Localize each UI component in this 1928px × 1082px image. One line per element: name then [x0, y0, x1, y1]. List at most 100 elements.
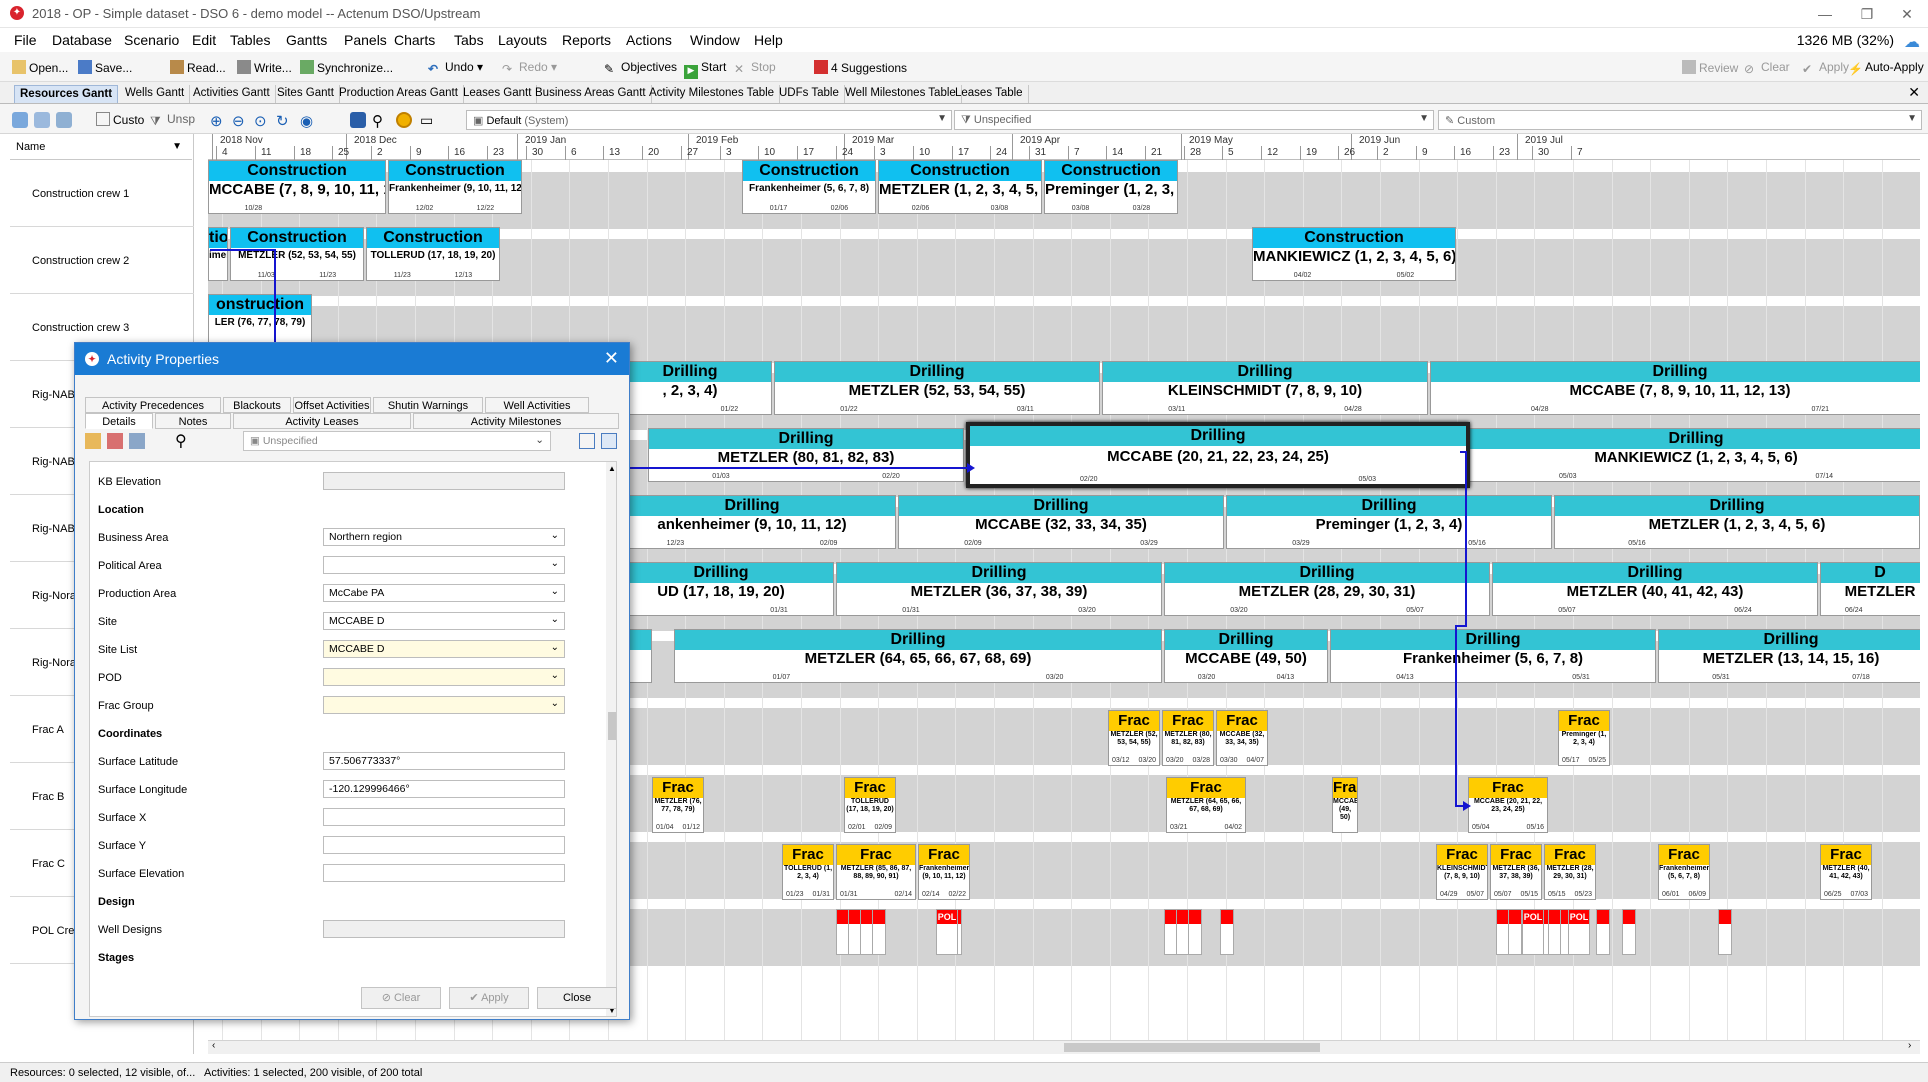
save-button[interactable]: Save...	[78, 60, 132, 75]
surface-y-field[interactable]	[323, 836, 565, 854]
frac-activity[interactable]: Frac METZLER (36, 37, 38, 39) 05/07 05/15	[1490, 844, 1542, 900]
kb-elevation-field[interactable]	[323, 472, 565, 490]
scroll-left-icon[interactable]: ‹	[212, 1040, 216, 1051]
color-icon[interactable]	[396, 112, 412, 128]
binoculars-icon[interactable]: ⚲	[372, 113, 383, 130]
copy-icon[interactable]	[85, 433, 101, 449]
tab-activity-milestones-table[interactable]: Activity Milestones Table	[644, 85, 781, 103]
dialog-tab-offset-activities[interactable]: Offset Activities	[293, 397, 371, 413]
construction-activity[interactable]: Construction Frankenheimer (5, 6, 7, 8) 01…	[742, 160, 876, 214]
business-area-field[interactable]: Northern region ⌄	[323, 528, 565, 546]
cloud-icon[interactable]: ☁	[1904, 34, 1920, 51]
frac-activity[interactable]: Frac METZLER (80, 81, 82, 83) 03/20 03/28	[1162, 710, 1214, 766]
row-label[interactable]: Frac A	[32, 724, 64, 736]
pol-activity[interactable]	[1220, 909, 1234, 955]
frac-activity[interactable]: Frac METZLER (85, 86, 87, 88, 89, 90, 91)…	[836, 844, 916, 900]
frac-activity[interactable]: Frac TOLLERUD (1, 2, 3, 4) 01/23 01/31	[782, 844, 834, 900]
dialog-close-btn[interactable]: Close	[537, 987, 617, 1009]
dialog-apply-button[interactable]: ✔ Apply	[449, 987, 529, 1009]
frac-activity[interactable]: Frac Frankenheimer (9, 10, 11, 12) 02/14 02…	[918, 844, 970, 900]
layout-select[interactable]: ▣ Default (System) ▼	[466, 110, 952, 130]
site-list-field[interactable]: MCCABE D ⌄	[323, 640, 565, 658]
dialog-tab-notes[interactable]: Notes	[155, 413, 231, 429]
objectives-button[interactable]: ✎ Objectives	[604, 60, 678, 76]
scroll-down-icon[interactable]: ▼	[608, 1006, 616, 1015]
frac-activity[interactable]: Frac TOLLERUD (17, 18, 19, 20) 02/01 02/09	[844, 777, 896, 833]
construction-activity[interactable]: Construction Frankenheimer (9, 10, 11, 12…	[388, 160, 522, 214]
drilling-activity[interactable]: Drilling METZLER (52, 53, 54, 55) 01/22 03/…	[774, 361, 1100, 415]
pol-activity[interactable]	[1718, 909, 1732, 955]
filter-button[interactable]: ⧩ Unsp	[150, 112, 196, 128]
close-tab-icon[interactable]: ✕	[1908, 84, 1920, 100]
drilling-activity[interactable]: Drilling MCCABE (32, 33, 34, 35) 02/09 03/2…	[898, 495, 1224, 549]
redo-button[interactable]: ↷ Redo ▾	[502, 60, 558, 76]
frac-activity[interactable]: Frac METZLER (76, 77, 78, 79) 01/04 01/12	[652, 777, 704, 833]
dialog-title-bar[interactable]: ✦ Activity Properties ✕	[75, 343, 629, 375]
frac-activity[interactable]: Frac METZLER (28, 29, 30, 31) 05/15 05/23	[1544, 844, 1596, 900]
drilling-activity[interactable]: Drilling METZLER (1, 2, 3, 4, 5, 6) 05/16	[1554, 495, 1920, 549]
row-label[interactable]: Rig-NAB	[32, 523, 75, 535]
minimize-button[interactable]: —	[1818, 6, 1832, 22]
tab-leases-gantt[interactable]: Leases Gantt	[458, 85, 538, 103]
tab-resources-gantt[interactable]: Resources Gantt	[14, 85, 119, 103]
scroll-up-icon[interactable]: ▲	[608, 464, 616, 473]
frac-activity[interactable]: Frac METZLER (40, 41, 42, 43) 06/25 07/03	[1820, 844, 1872, 900]
tab-wells-gantt[interactable]: Wells Gantt	[120, 85, 191, 103]
open-button[interactable]: Open...	[12, 60, 68, 75]
drilling-activity[interactable]: Drilling MCCABE (7, 8, 9, 10, 11, 12, 13)…	[1430, 361, 1920, 415]
dialog-tab-activity-precedences[interactable]: Activity Precedences	[85, 397, 221, 413]
synchronize-button[interactable]: Synchronize...	[300, 60, 393, 75]
pol-activity[interactable]	[848, 909, 862, 955]
drilling-activity[interactable]: Drilling ankenheimer (9, 10, 11, 12) 12/23…	[608, 495, 896, 549]
filter-select[interactable]: ⧩ Unspecified ▼	[954, 110, 1434, 130]
construction-activity[interactable]: Construction METZLER (52, 53, 54, 55) 11/0…	[230, 227, 364, 281]
surface-elevation-field[interactable]	[323, 864, 565, 882]
tab-sites-gantt[interactable]: Sites Gantt	[272, 85, 340, 103]
frac-group-field[interactable]: ⌄	[323, 696, 565, 714]
dialog-close-button[interactable]: ✕	[603, 348, 619, 368]
pol-activity[interactable]	[1596, 909, 1610, 955]
name-column-header[interactable]: Name ▼	[10, 136, 192, 160]
frac-activity[interactable]: Frac MCCABE (20, 21, 22, 23, 24, 25) 05/04…	[1468, 777, 1548, 833]
construction-activity[interactable]: Construction TOLLERUD (17, 18, 19, 20) 11/…	[366, 227, 500, 281]
export-icon[interactable]	[56, 112, 72, 128]
dialog-tab-details[interactable]: Details	[85, 413, 153, 429]
read-button[interactable]: Read...	[170, 60, 226, 75]
row-label[interactable]: POL Cre	[32, 925, 75, 937]
menu-help[interactable]: Help	[754, 32, 783, 48]
row-label[interactable]: Construction crew 3	[32, 322, 130, 334]
undo-button[interactable]: ↶ Undo ▾	[428, 60, 484, 76]
construction-activity[interactable]: Construction MANKIEWICZ (1, 2, 3, 4, 5, 6…	[1252, 227, 1456, 281]
menu-charts[interactable]: Charts	[394, 32, 436, 48]
row-label[interactable]: Rig-Nora	[32, 657, 77, 669]
delete-icon[interactable]	[107, 433, 123, 449]
stop-button[interactable]: ✕ Stop	[734, 60, 776, 76]
row-label[interactable]: Construction crew 2	[32, 255, 130, 267]
tab-business-areas-gantt[interactable]: Business Areas Gantt	[530, 85, 652, 103]
frac-activity[interactable]: Frac METZLER (52, 53, 54, 55) 03/12 03/20	[1108, 710, 1160, 766]
scroll-right-icon[interactable]: ›	[1908, 1040, 1912, 1051]
zoom-reset-icon[interactable]: ↻	[276, 113, 289, 130]
menu-reports[interactable]: Reports	[562, 32, 612, 48]
pod-field[interactable]: ⌄	[323, 668, 565, 686]
zoom-fit-icon[interactable]: ⊙	[254, 113, 267, 130]
drilling-activity[interactable]: Drilling METZLER (40, 41, 42, 43) 05/07 06/…	[1492, 562, 1818, 616]
row-label[interactable]: Rig-NAB	[32, 456, 75, 468]
menu-tables[interactable]: Tables	[230, 32, 271, 48]
clear-button[interactable]: ⊘ Clear	[1744, 60, 1790, 76]
comment-icon[interactable]: ▭	[420, 112, 434, 128]
menu-layouts[interactable]: Layouts	[498, 32, 548, 48]
dialog-filter-select[interactable]: ▣ Unspecified ⌄	[243, 431, 551, 451]
menu-file[interactable]: File	[14, 32, 37, 48]
zoom-out-icon[interactable]: ⊖	[232, 113, 245, 130]
construction-activity[interactable]: onstruction LER (76, 77, 78, 79)	[208, 294, 312, 348]
dialog-tab-shutin-warnings[interactable]: Shutin Warnings	[373, 397, 483, 413]
menu-edit[interactable]: Edit	[192, 32, 217, 48]
custom-columns-button[interactable]: Custo	[96, 112, 144, 127]
edit-icon[interactable]	[34, 112, 50, 128]
binoculars-icon[interactable]: ⚲	[175, 433, 187, 450]
review-button[interactable]: Review	[1682, 60, 1738, 75]
menu-window[interactable]: Window	[690, 32, 740, 48]
